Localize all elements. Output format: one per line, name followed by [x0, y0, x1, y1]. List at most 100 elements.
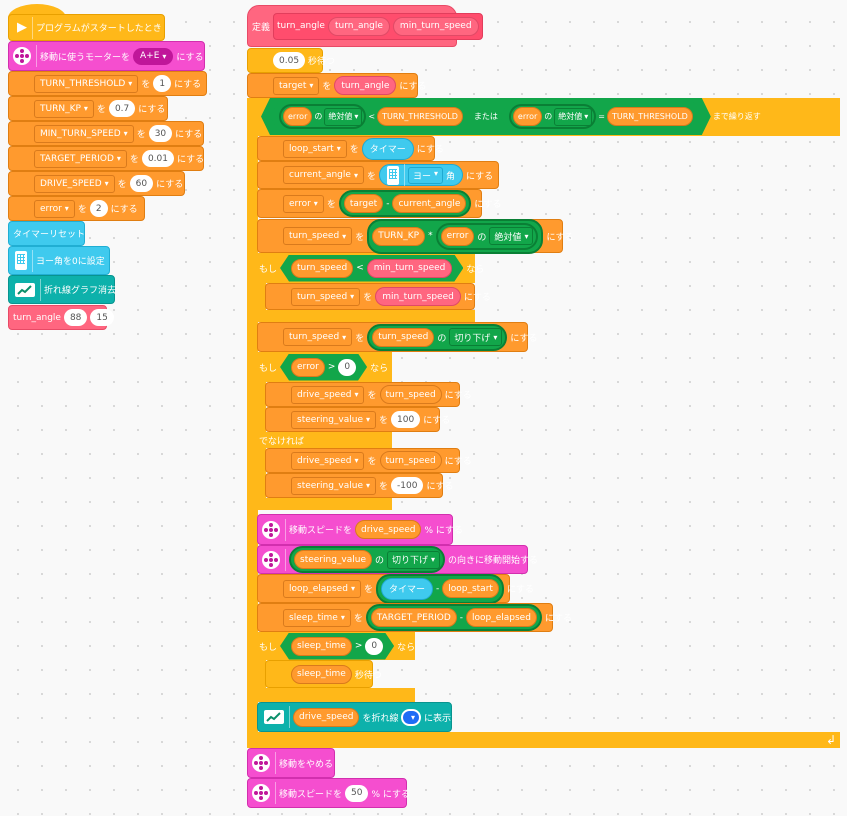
number-input[interactable]: 0.01 [141, 150, 174, 167]
number-input[interactable]: 15 [90, 309, 114, 326]
number-input[interactable]: 100 [391, 411, 421, 428]
if-else-footer[interactable] [257, 498, 392, 510]
boolean-condition[interactable]: sleep_time >0 [280, 633, 394, 660]
variable-reporter[interactable]: error [513, 107, 542, 126]
sensor-reporter[interactable]: ヨー 角 [378, 164, 464, 186]
variable-reporter[interactable]: TURN_KP [372, 226, 426, 246]
variable-reporter[interactable]: sleep_time [291, 664, 352, 684]
define-block[interactable]: 定義 turn_angle turn_angle min_turn_speed [247, 5, 483, 47]
motor-port-dropdown[interactable]: A+E [133, 47, 174, 65]
color-dropdown[interactable] [401, 708, 421, 726]
number-input[interactable]: 50 [345, 784, 369, 802]
variable-reporter[interactable]: sleep_time [291, 637, 352, 656]
variable-reporter[interactable]: TURN_THRESHOLD [607, 107, 693, 126]
operator-reporter[interactable]: error の絶対値 [509, 104, 596, 129]
set-variable-block[interactable]: target を turn_angle にする [247, 73, 426, 98]
operator-reporter[interactable]: TARGET_PERIOD - loop_elapsed [365, 604, 542, 631]
variable-reporter[interactable]: TARGET_PERIOD [370, 608, 457, 627]
if-else-arm[interactable] [257, 352, 266, 510]
variable-dropdown[interactable]: turn_speed [283, 227, 353, 245]
wait-block[interactable]: 0.05 秒待つ [247, 48, 335, 73]
variable-reporter[interactable]: turn_speed [379, 385, 442, 404]
operator-reporter[interactable]: TURN_KP * error の絶対値 [367, 218, 544, 254]
variable-reporter[interactable]: turn_speed [372, 327, 435, 347]
boolean-condition[interactable]: errorの絶対値<TURN_THRESHOLDまたはerrorの絶対値=TUR… [261, 98, 711, 135]
variable-reporter[interactable]: current_angle [392, 194, 467, 213]
variable-reporter[interactable]: loop_start [442, 579, 499, 598]
number-input[interactable]: 0 [338, 359, 356, 376]
boolean-condition[interactable]: turn_speed < min_turn_speed [280, 255, 463, 282]
reset-yaw-block[interactable]: ヨー角を0に設定 [8, 246, 110, 275]
operator-dropdown[interactable]: 絶対値 [324, 108, 362, 126]
if-sleep-footer[interactable] [257, 688, 415, 702]
variable-reporter[interactable]: error [440, 226, 475, 246]
if-block[interactable]: もし sleep_time >0 なら [257, 632, 415, 660]
operator-reporter[interactable]: error の絶対値 [435, 222, 539, 250]
variable-dropdown[interactable]: current_angle [283, 166, 364, 184]
operator-dropdown[interactable]: 絶対値 [554, 108, 592, 126]
variable-dropdown[interactable]: turn_speed [291, 287, 361, 306]
variable-reporter[interactable]: loop_elapsed [466, 608, 537, 627]
variable-dropdown[interactable]: error [34, 199, 75, 218]
set-variable-block[interactable]: steering_value を 100 にする [265, 407, 450, 432]
axis-dropdown[interactable]: ヨー [407, 166, 443, 184]
operator-reporter[interactable]: turn_speed の切り下げ [367, 323, 508, 351]
number-input[interactable]: 0.05 [273, 52, 306, 69]
number-input[interactable]: 2 [89, 200, 108, 217]
reset-timer-block[interactable]: タイマーリセット [8, 221, 85, 246]
variable-dropdown[interactable]: turn_speed [283, 328, 353, 346]
variable-dropdown[interactable]: sleep_time [283, 608, 351, 627]
variable-dropdown[interactable]: loop_elapsed [283, 579, 361, 598]
variable-dropdown[interactable]: TURN_THRESHOLD [34, 74, 139, 93]
number-input[interactable]: -100 [391, 477, 424, 494]
variable-dropdown[interactable]: target [273, 76, 320, 95]
turn-angle-call-block[interactable]: turn_angle 88 15 [8, 305, 114, 330]
set-variable-block[interactable]: steering_value を -100 にする [265, 473, 454, 498]
variable-dropdown[interactable]: MIN_TURN_SPEED [34, 124, 134, 143]
set-variable-block[interactable]: TURN_KP を 0.7 にする [8, 96, 168, 121]
parameter-reporter[interactable]: turn_angle [334, 76, 397, 95]
set-movement-speed-block[interactable]: 移動スピードを 50 % にする [247, 778, 410, 808]
repeat-until-arm[interactable] [247, 98, 258, 748]
number-input[interactable]: 88 [63, 309, 88, 326]
if-block[interactable]: もし turn_speed < min_turn_speed なら [257, 253, 484, 283]
variable-reporter[interactable]: turn_speed [291, 259, 353, 278]
variable-dropdown[interactable]: TARGET_PERIOD [34, 149, 127, 168]
variable-reporter[interactable]: turn_speed [379, 451, 442, 470]
variable-dropdown[interactable]: DRIVE_SPEED [34, 174, 115, 193]
variable-reporter[interactable]: drive_speed [293, 707, 360, 727]
operator-reporter[interactable]: target - current_angle [338, 190, 472, 217]
set-movement-motors-block[interactable]: 移動に使うモーターを A+E にする [8, 41, 205, 71]
number-input[interactable]: 1 [153, 75, 172, 92]
if-else-block[interactable]: もし error >0 なら [257, 352, 392, 382]
parameter-reporter[interactable]: turn_angle [327, 16, 390, 36]
else-label[interactable]: でなければ [257, 432, 392, 448]
number-input[interactable]: 0.7 [108, 100, 136, 117]
operator-dropdown[interactable]: 切り下げ [387, 550, 441, 569]
set-variable-block[interactable]: drive_speed を turn_speed にする [265, 448, 472, 473]
if-else-else-row[interactable] [257, 432, 392, 448]
set-variable-block[interactable]: MIN_TURN_SPEED を 30 にする [8, 121, 204, 146]
block-prototype[interactable]: turn_angle turn_angle min_turn_speed [273, 12, 483, 40]
stop-moving-block[interactable]: 移動をやめる [247, 748, 335, 778]
if-sleep-arm[interactable] [257, 632, 266, 702]
set-variable-block[interactable]: TURN_THRESHOLD を1 にする [8, 71, 207, 96]
variable-dropdown[interactable]: loop_start [283, 139, 347, 158]
when-program-starts-block[interactable]: ▶ プログラムがスタートしたとき [8, 14, 165, 41]
operator-dropdown[interactable]: 切り下げ [449, 328, 503, 346]
variable-dropdown[interactable]: TURN_KP [34, 99, 94, 118]
operator-dropdown[interactable]: 絶対値 [489, 227, 534, 245]
set-variable-block[interactable]: DRIVE_SPEED を 60 にする [8, 171, 185, 196]
set-variable-block[interactable]: TARGET_PERIOD を 0.01 にする [8, 146, 204, 171]
variable-dropdown[interactable]: error [283, 194, 324, 213]
